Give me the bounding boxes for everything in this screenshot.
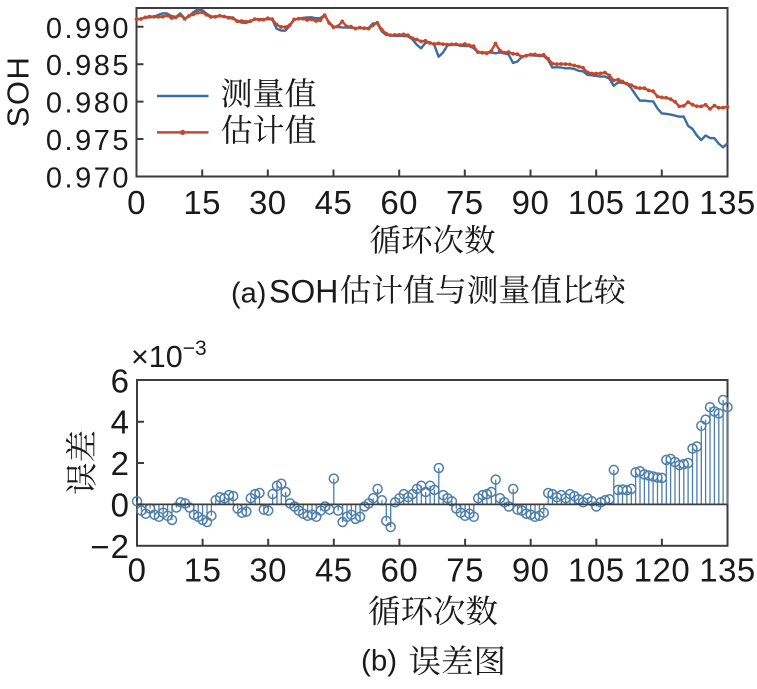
- svg-text:105: 105: [568, 184, 625, 221]
- svg-text:45: 45: [315, 552, 353, 589]
- svg-text:135: 135: [699, 184, 756, 221]
- svg-text:SOH: SOH: [1, 56, 36, 128]
- svg-text:−2: −2: [90, 528, 130, 565]
- svg-text:6: 6: [111, 362, 130, 399]
- svg-text:0: 0: [127, 184, 146, 221]
- svg-text:0.975: 0.975: [46, 125, 131, 157]
- svg-text:30: 30: [249, 552, 287, 589]
- svg-text:90: 90: [512, 552, 550, 589]
- svg-text:0.980: 0.980: [46, 88, 131, 120]
- svg-text:0: 0: [128, 552, 147, 589]
- svg-text:75: 75: [446, 184, 484, 221]
- svg-text:60: 60: [380, 184, 418, 221]
- svg-text:45: 45: [315, 184, 353, 221]
- svg-text:0.970: 0.970: [46, 162, 131, 194]
- svg-text:0.990: 0.990: [46, 13, 131, 45]
- svg-text:105: 105: [568, 552, 625, 589]
- svg-text:4: 4: [111, 404, 130, 441]
- svg-text:90: 90: [512, 184, 550, 221]
- svg-text:×10−3: ×10−3: [131, 337, 207, 374]
- svg-text:135: 135: [699, 552, 756, 589]
- svg-text:2: 2: [111, 445, 130, 482]
- svg-text:120: 120: [634, 184, 691, 221]
- svg-text:(a): (a): [231, 278, 266, 310]
- svg-text:(b): (b): [361, 645, 397, 678]
- svg-text:15: 15: [183, 184, 221, 221]
- svg-text:30: 30: [249, 184, 287, 221]
- svg-text:75: 75: [446, 552, 484, 589]
- svg-text:15: 15: [184, 552, 222, 589]
- svg-text:SOH: SOH: [269, 274, 338, 310]
- svg-text:0: 0: [111, 486, 130, 523]
- svg-text:60: 60: [381, 552, 419, 589]
- svg-text:120: 120: [634, 552, 691, 589]
- svg-text:0.985: 0.985: [46, 50, 131, 82]
